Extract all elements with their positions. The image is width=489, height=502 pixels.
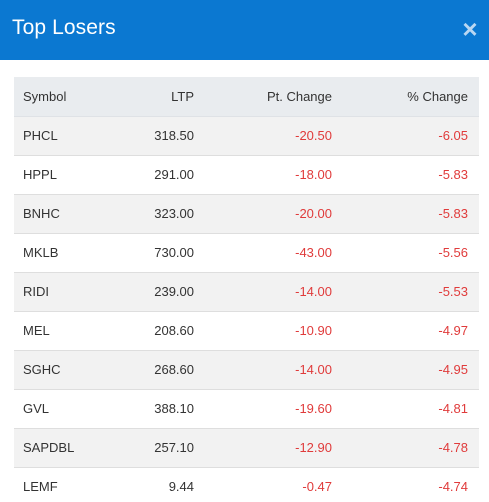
symbol-cell[interactable]: MEL [14, 311, 94, 351]
close-icon[interactable]: × [462, 14, 478, 44]
pct-change-cell: -5.83 [339, 194, 479, 234]
pt-change-cell: -14.00 [201, 272, 339, 312]
symbol-cell[interactable]: HPPL [14, 155, 94, 195]
column-header-pct-change[interactable]: % Change [339, 77, 479, 117]
pt-change-cell: -12.90 [201, 428, 339, 468]
symbol-cell[interactable]: GVL [14, 389, 94, 429]
pct-change-cell: -4.78 [339, 428, 479, 468]
ltp-cell: 323.00 [94, 194, 201, 234]
table-header-row: Symbol LTP Pt. Change % Change [14, 77, 479, 117]
ltp-cell: 239.00 [94, 272, 201, 312]
table-row[interactable]: SGHC 268.60 -14.00 -4.95 [14, 350, 479, 390]
top-losers-table: Symbol LTP Pt. Change % Change PHCL 318.… [14, 77, 479, 502]
pct-change-cell: -4.81 [339, 389, 479, 429]
modal-header: Top Losers × [0, 0, 489, 60]
column-header-ltp[interactable]: LTP [94, 77, 201, 117]
table-row[interactable]: MKLB 730.00 -43.00 -5.56 [14, 233, 479, 273]
ltp-cell: 388.10 [94, 389, 201, 429]
pct-change-cell: -4.74 [339, 467, 479, 502]
symbol-cell[interactable]: RIDI [14, 272, 94, 312]
modal-title: Top Losers [12, 16, 116, 39]
ltp-cell: 291.00 [94, 155, 201, 195]
symbol-cell[interactable]: BNHC [14, 194, 94, 234]
pt-change-cell: -20.00 [201, 194, 339, 234]
symbol-cell[interactable]: LEMF [14, 467, 94, 502]
pct-change-cell: -6.05 [339, 116, 479, 156]
table-row[interactable]: PHCL 318.50 -20.50 -6.05 [14, 116, 479, 156]
pct-change-cell: -4.95 [339, 350, 479, 390]
symbol-cell[interactable]: SGHC [14, 350, 94, 390]
pct-change-cell: -4.97 [339, 311, 479, 351]
ltp-cell: 268.60 [94, 350, 201, 390]
ltp-cell: 208.60 [94, 311, 201, 351]
pt-change-cell: -19.60 [201, 389, 339, 429]
symbol-cell[interactable]: PHCL [14, 116, 94, 156]
table-row[interactable]: BNHC 323.00 -20.00 -5.83 [14, 194, 479, 234]
ltp-cell: 318.50 [94, 116, 201, 156]
ltp-cell: 9.44 [94, 467, 201, 502]
pt-change-cell: -43.00 [201, 233, 339, 273]
pt-change-cell: -0.47 [201, 467, 339, 502]
ltp-cell: 730.00 [94, 233, 201, 273]
column-header-pt-change[interactable]: Pt. Change [201, 77, 339, 117]
table-row[interactable]: SAPDBL 257.10 -12.90 -4.78 [14, 428, 479, 468]
pt-change-cell: -10.90 [201, 311, 339, 351]
pct-change-cell: -5.53 [339, 272, 479, 312]
table-row[interactable]: GVL 388.10 -19.60 -4.81 [14, 389, 479, 429]
pt-change-cell: -14.00 [201, 350, 339, 390]
pct-change-cell: -5.56 [339, 233, 479, 273]
pt-change-cell: -18.00 [201, 155, 339, 195]
table-row[interactable]: HPPL 291.00 -18.00 -5.83 [14, 155, 479, 195]
table-row[interactable]: LEMF 9.44 -0.47 -4.74 [14, 467, 479, 502]
pct-change-cell: -5.83 [339, 155, 479, 195]
symbol-cell[interactable]: MKLB [14, 233, 94, 273]
table-row[interactable]: RIDI 239.00 -14.00 -5.53 [14, 272, 479, 312]
table-row[interactable]: MEL 208.60 -10.90 -4.97 [14, 311, 479, 351]
pt-change-cell: -20.50 [201, 116, 339, 156]
column-header-symbol[interactable]: Symbol [14, 77, 94, 117]
ltp-cell: 257.10 [94, 428, 201, 468]
symbol-cell[interactable]: SAPDBL [14, 428, 94, 468]
